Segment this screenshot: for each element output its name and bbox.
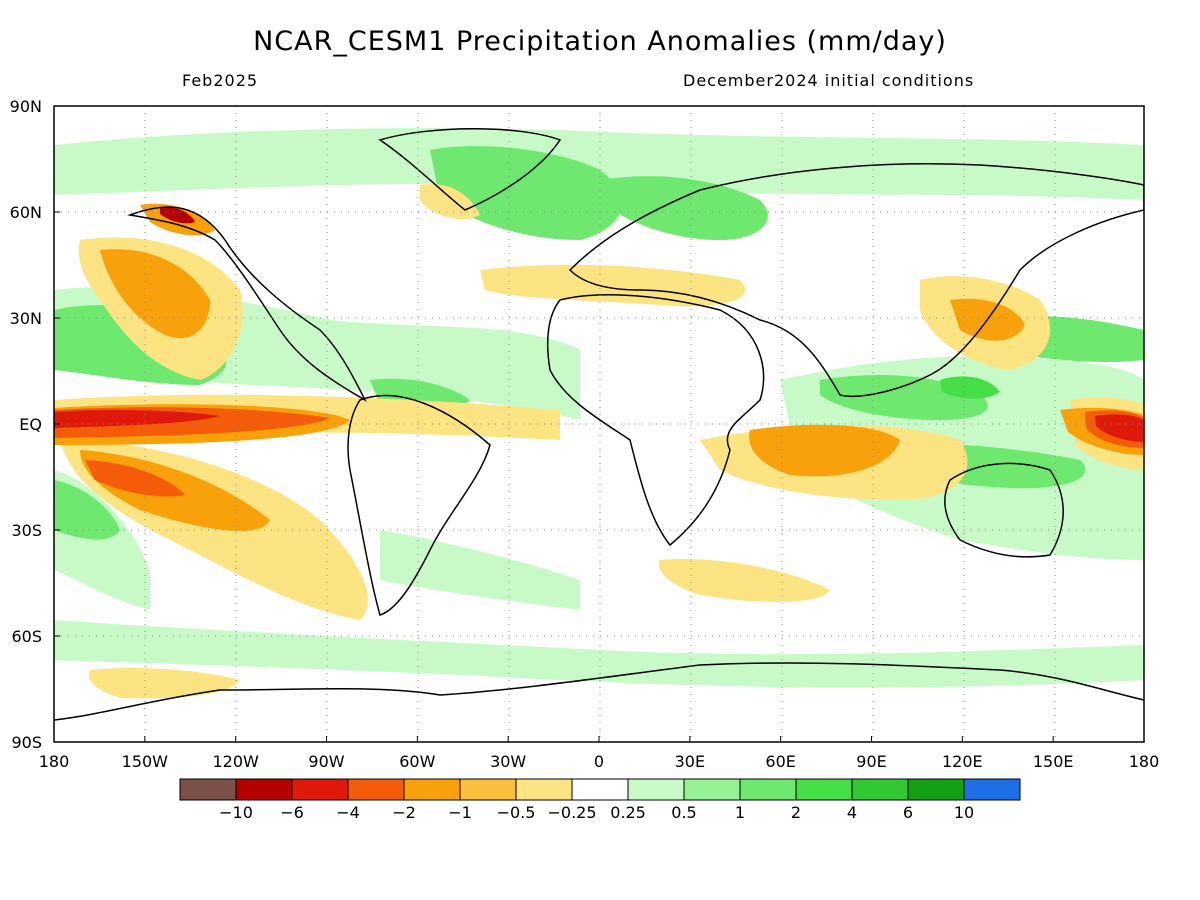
colorbar-label: −6	[280, 803, 304, 822]
anomaly-region	[940, 376, 1000, 399]
coastline-north-america	[127, 206, 367, 402]
colorbar-label: 2	[791, 803, 801, 822]
coastline-antarctica	[54, 662, 1144, 721]
anomaly-region	[85, 460, 185, 497]
colorbar-label: −1	[448, 803, 472, 822]
colorbar-label: 6	[903, 803, 913, 822]
lon-tick-label: 90E	[856, 752, 886, 771]
anomaly-region	[659, 559, 830, 602]
colorbar-swatch	[907, 778, 965, 801]
anomaly-region	[54, 128, 1144, 200]
lon-tick-label: 120E	[942, 752, 983, 771]
lon-tick-label: 30E	[675, 752, 705, 771]
lon-tick-label: 60W	[399, 752, 435, 771]
colorbar-label: 0.25	[610, 803, 646, 822]
initial-conditions-label: December2024 initial conditions	[683, 71, 975, 90]
anomaly-region	[54, 409, 220, 428]
colorbar-swatch	[347, 778, 405, 801]
coastline-africa	[546, 294, 765, 547]
coastline-greenland	[378, 128, 562, 211]
coastline-south-america	[347, 394, 491, 616]
colorbar-label: 0.5	[671, 803, 696, 822]
colorbar-swatch	[459, 778, 517, 801]
lon-tick-label: 120W	[212, 752, 259, 771]
lon-tick-label: 30W	[490, 752, 526, 771]
coastlines	[54, 128, 1144, 721]
colorbar-swatch	[571, 778, 629, 801]
map-grid	[54, 106, 1144, 742]
colorbar-label: −4	[336, 803, 360, 822]
coastline-australia	[944, 462, 1064, 558]
colorbar-swatch	[851, 778, 909, 801]
anomaly-region	[600, 176, 768, 240]
colorbar-swatch	[739, 778, 797, 801]
lat-tick-label: 60S	[11, 627, 42, 646]
colorbar-label: −0.25	[547, 803, 596, 822]
lon-tick-label: 60E	[765, 752, 795, 771]
colorbar: −10 −6 −4 −2 −1 −0.5 −0.25 0.25 0.5 1 2 4 6 10	[179, 778, 1021, 822]
anomaly-region	[54, 620, 1144, 688]
anomaly-region	[1095, 414, 1144, 442]
colorbar-label: 10	[954, 803, 974, 822]
colorbar-swatch	[179, 778, 237, 801]
anomaly-field	[54, 106, 1144, 742]
lat-tick-label: EQ	[19, 415, 42, 434]
colorbar-swatch	[683, 778, 741, 801]
lon-tick-label: 0	[594, 752, 604, 771]
colorbar-swatch	[235, 778, 293, 801]
colorbar-label: −0.5	[497, 803, 536, 822]
forecast-month: Feb2025	[182, 71, 259, 90]
colorbar-swatch	[795, 778, 853, 801]
latitude-axis: 90N 60N 30N EQ 30S 60S 90S	[10, 97, 60, 752]
anomaly-region	[88, 668, 240, 699]
map-title: NCAR_CESM1 Precipitation Anomalies (mm/d…	[253, 26, 947, 57]
lat-tick-label: 90S	[11, 733, 42, 752]
anomaly-region	[54, 480, 120, 540]
anomaly-region	[160, 207, 195, 224]
lon-tick-label: 90W	[308, 752, 344, 771]
colorbar-label: −2	[392, 803, 416, 822]
lat-tick-label: 30N	[10, 309, 42, 328]
lon-tick-label: 180	[1129, 752, 1160, 771]
coastline-eurasia	[568, 162, 1144, 398]
colorbar-swatch	[403, 778, 461, 801]
lon-tick-label: 150W	[122, 752, 169, 771]
anomaly-region	[100, 249, 210, 339]
anomaly-region	[749, 424, 900, 477]
colorbar-label: 1	[735, 803, 745, 822]
colorbar-swatch	[515, 778, 573, 801]
lon-tick-label: 180	[39, 752, 70, 771]
colorbar-swatch	[963, 778, 1021, 801]
anomaly-region	[480, 264, 746, 307]
colorbar-label: 4	[847, 803, 857, 822]
colorbar-swatch	[291, 778, 349, 801]
lat-tick-label: 30S	[11, 521, 42, 540]
lat-tick-label: 90N	[10, 97, 42, 116]
colorbar-swatch	[627, 778, 685, 801]
lat-tick-label: 60N	[10, 203, 42, 222]
colorbar-label: −10	[219, 803, 253, 822]
lon-tick-label: 150E	[1033, 752, 1074, 771]
anomaly-region	[430, 146, 622, 240]
longitude-axis: 180 150W 120W 90W 60W 30W 0 30E 60E 90E 120E 150E 18…	[39, 736, 1160, 771]
